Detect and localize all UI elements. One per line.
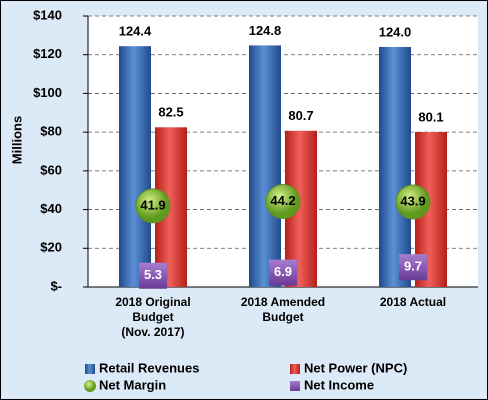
legend-swatch [290, 364, 300, 374]
y-tick-label: $20 [40, 240, 62, 255]
bar [119, 46, 151, 287]
x-tick-label: 2018 Amended Budget [240, 295, 326, 324]
data-label: 124.8 [249, 23, 282, 38]
legend-label: Retail Revenues [99, 360, 199, 375]
data-label: 9.7 [404, 259, 422, 274]
marker [135, 188, 171, 224]
bar [249, 45, 281, 288]
y-tick-label: $140 [33, 7, 62, 22]
data-label: 82.5 [158, 105, 183, 120]
data-label: 43.9 [400, 193, 425, 208]
marker [269, 259, 297, 286]
x-tick-label: 2018 Actual [379, 295, 447, 309]
data-label: 124.0 [379, 24, 412, 39]
marker [265, 183, 301, 219]
y-tick-label: $100 [33, 85, 62, 100]
x-tick-label: 2018 Original Budget (Nov. 2017) [115, 295, 191, 339]
y-tick-label: $120 [33, 46, 62, 61]
marker [395, 184, 431, 220]
data-label: 5.3 [144, 267, 162, 282]
y-tick-label: $40 [40, 201, 62, 216]
marker [139, 262, 167, 289]
plot-area [88, 16, 478, 287]
legend-label: Net Power (NPC) [304, 360, 407, 375]
data-label: 44.2 [270, 193, 295, 208]
marker [399, 254, 427, 281]
legend-swatch [85, 364, 95, 374]
data-label: 80.7 [288, 108, 313, 123]
data-label: 80.1 [418, 109, 443, 124]
y-axis-label: Millions [9, 116, 24, 164]
y-tick-label: $80 [40, 124, 62, 139]
data-label: 124.4 [119, 24, 152, 39]
data-label: 41.9 [140, 197, 165, 212]
legend-label: Net Margin [99, 377, 166, 392]
legend-swatch [290, 381, 300, 391]
bar [379, 46, 411, 287]
y-tick-label: $60 [40, 162, 62, 177]
y-tick-label: $- [50, 278, 62, 293]
data-label: 6.9 [274, 264, 292, 279]
legend-swatch [84, 380, 96, 392]
legend-label: Net Income [304, 377, 374, 392]
